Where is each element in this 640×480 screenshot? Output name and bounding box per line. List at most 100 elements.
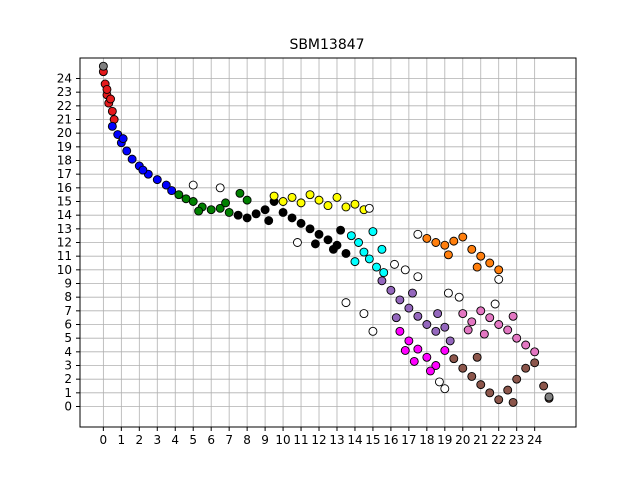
x-tick-label-23: 23 xyxy=(509,433,524,447)
x-tick-label-15: 15 xyxy=(365,433,380,447)
point-5-0 xyxy=(346,231,356,241)
x-tick-label-14: 14 xyxy=(347,433,362,447)
x-tick-label-17: 17 xyxy=(401,433,416,447)
x-tick-label-20: 20 xyxy=(455,433,470,447)
x-tick-label-7: 7 xyxy=(225,433,233,447)
point-1-4 xyxy=(127,154,137,164)
point-11-16 xyxy=(434,377,444,387)
point-1-3 xyxy=(122,146,132,156)
series-1 xyxy=(107,121,177,196)
point-6-0 xyxy=(377,276,387,286)
point-4-9 xyxy=(350,199,360,209)
point-11-8 xyxy=(400,265,410,275)
x-tick-label-9: 9 xyxy=(261,433,269,447)
y-tick-label-5: 5 xyxy=(64,331,72,345)
x-tick-label-6: 6 xyxy=(207,433,215,447)
point-4-0 xyxy=(269,191,279,201)
point-3-10 xyxy=(323,235,333,245)
y-tick-label-12: 12 xyxy=(57,236,72,250)
y-tick-label-14: 14 xyxy=(57,208,72,222)
point-8-8 xyxy=(494,265,504,275)
point-8-1 xyxy=(431,238,441,247)
series-6 xyxy=(377,276,455,346)
point-4-5 xyxy=(314,195,324,205)
point-6-2 xyxy=(395,295,405,305)
point-11-11 xyxy=(443,288,453,298)
point-2-8 xyxy=(242,195,252,205)
point-9-6 xyxy=(512,333,522,343)
point-1-7 xyxy=(152,175,162,185)
point-4-2 xyxy=(287,192,297,202)
point-8-4 xyxy=(458,232,468,242)
point-7-5 xyxy=(409,356,419,366)
point-3-7 xyxy=(296,218,306,228)
point-10-8 xyxy=(521,363,531,373)
point-7-3 xyxy=(422,352,432,362)
point-3-1 xyxy=(242,213,252,223)
point-1-8 xyxy=(161,180,171,190)
point-11-15 xyxy=(440,384,450,394)
point-11-13 xyxy=(490,299,500,309)
point-0-7 xyxy=(102,84,112,94)
point-3-6 xyxy=(287,213,297,223)
point-4-3 xyxy=(296,198,306,208)
point-9-7 xyxy=(521,340,531,350)
x-tick-label-21: 21 xyxy=(473,433,488,447)
y-tick-label-24: 24 xyxy=(57,72,72,86)
series-5 xyxy=(346,227,389,278)
series-8 xyxy=(422,232,504,275)
point-2-10 xyxy=(221,198,231,208)
point-10-12 xyxy=(472,352,482,362)
point-9-11 xyxy=(508,311,518,321)
point-7-7 xyxy=(425,366,435,376)
x-axis: 0 1 2 3 4 5 6 7 8 9 10 11 12 13 14 15 16 17 18 19 20 21 22 23 24 xyxy=(100,427,542,447)
x-tick-label-3: 3 xyxy=(153,433,161,447)
point-12-0 xyxy=(98,61,108,71)
point-8-5 xyxy=(467,244,477,254)
point-8-6 xyxy=(476,251,486,261)
y-tick-label-21: 21 xyxy=(57,113,72,127)
point-2-6 xyxy=(224,207,234,217)
point-3-9 xyxy=(314,229,324,239)
point-1-10 xyxy=(118,134,128,144)
point-3-0 xyxy=(233,210,243,220)
point-10-11 xyxy=(508,397,518,407)
point-9-2 xyxy=(476,306,486,316)
x-tick-label-5: 5 xyxy=(189,433,197,447)
point-8-10 xyxy=(472,262,482,272)
x-tick-label-11: 11 xyxy=(293,433,308,447)
point-9-0 xyxy=(458,309,468,319)
point-6-8 xyxy=(433,309,443,319)
point-8-7 xyxy=(485,258,495,268)
series-10 xyxy=(449,352,554,407)
point-10-9 xyxy=(530,358,540,368)
point-11-7 xyxy=(390,259,399,269)
point-5-2 xyxy=(359,247,369,257)
point-5-4 xyxy=(372,262,381,272)
y-tick-label-18: 18 xyxy=(57,154,72,168)
point-10-4 xyxy=(485,388,495,398)
point-0-4 xyxy=(107,106,117,116)
point-3-12 xyxy=(341,248,351,258)
y-tick-label-11: 11 xyxy=(57,249,72,263)
point-6-7 xyxy=(440,322,450,332)
x-tick-label-13: 13 xyxy=(329,433,344,447)
point-11-1 xyxy=(215,183,225,193)
point-4-1 xyxy=(278,197,288,206)
point-5-5 xyxy=(377,244,387,254)
point-10-1 xyxy=(458,363,468,373)
y-tick-label-1: 1 xyxy=(64,386,72,400)
point-3-15 xyxy=(310,239,320,249)
point-3-5 xyxy=(278,207,288,217)
x-tick-label-12: 12 xyxy=(311,433,326,447)
point-2-7 xyxy=(235,188,245,198)
point-10-2 xyxy=(467,371,477,381)
y-tick-label-20: 20 xyxy=(57,126,72,140)
point-4-6 xyxy=(323,201,333,211)
point-11-14 xyxy=(494,274,504,284)
point-1-9 xyxy=(167,186,177,196)
x-tick-label-4: 4 xyxy=(171,433,179,447)
x-tick-label-19: 19 xyxy=(437,433,452,447)
y-tick-label-2: 2 xyxy=(64,372,72,386)
